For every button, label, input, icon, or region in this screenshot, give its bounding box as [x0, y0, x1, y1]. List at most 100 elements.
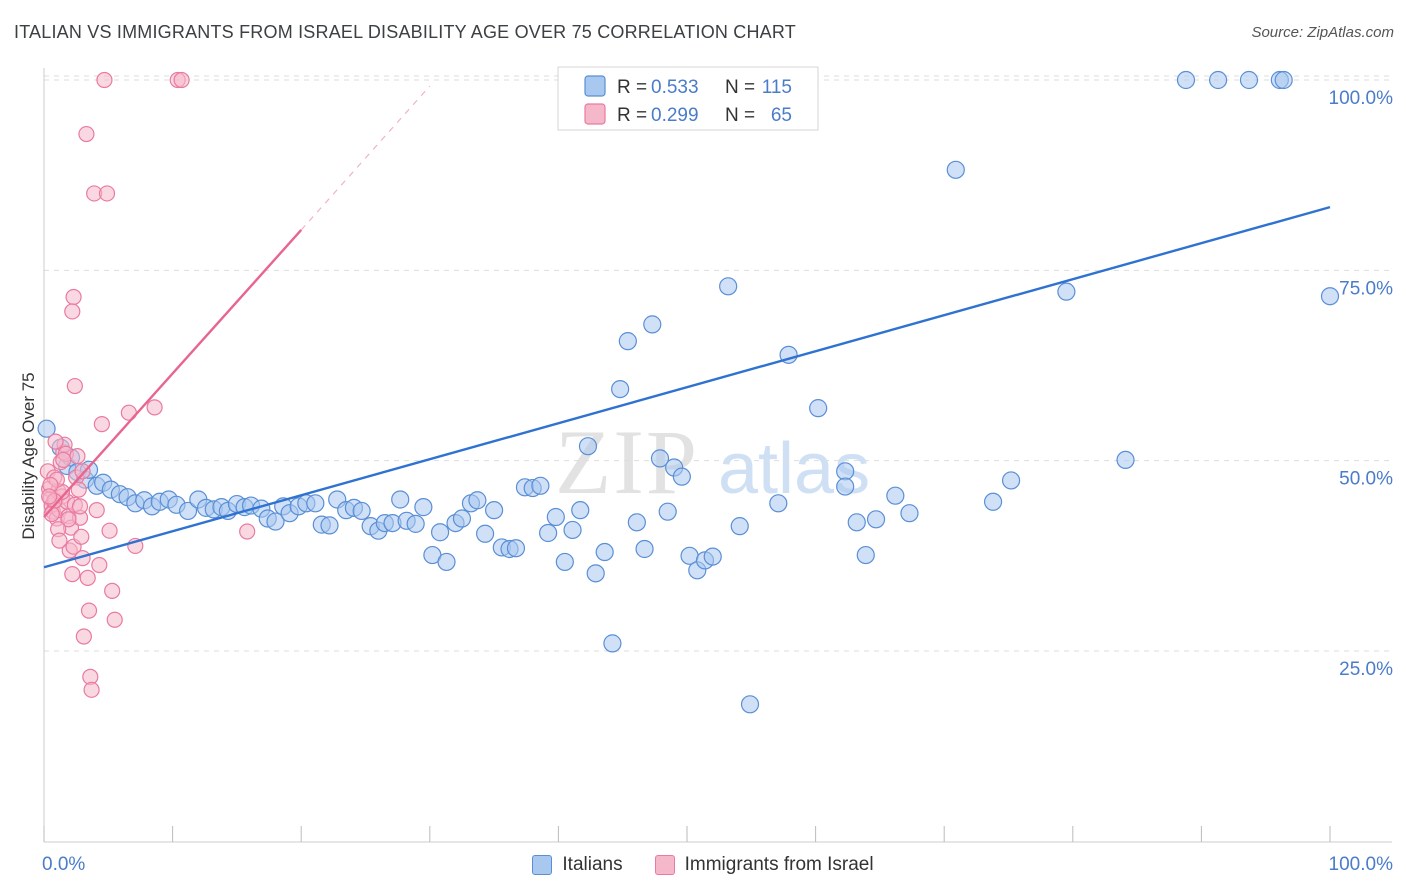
data-point-0-70	[586, 564, 605, 583]
data-point-0-40	[352, 501, 371, 521]
data-point-0-79	[658, 502, 677, 521]
data-point-0-87	[730, 517, 749, 536]
data-point-0-92	[836, 462, 855, 481]
data-point-1-29	[78, 125, 95, 143]
data-point-0-89	[769, 494, 788, 513]
data-point-0-74	[618, 332, 637, 351]
legend-swatch-blue	[532, 855, 553, 875]
data-point-0-48	[414, 498, 433, 517]
data-point-0-75	[627, 513, 646, 532]
data-point-0-63	[531, 476, 550, 495]
data-point-0-97	[886, 486, 905, 505]
data-point-0-71	[595, 542, 614, 562]
data-point-0-101	[1001, 471, 1021, 490]
stats-legend: R = 0.533 N = 115 R = 0.299 N = 65	[557, 66, 819, 131]
data-point-0-81	[672, 467, 691, 486]
data-point-0-47	[406, 514, 425, 533]
data-point-0-94	[847, 513, 866, 532]
legend-item-israel[interactable]: Immigrants from Israel	[654, 854, 874, 876]
data-point-0-76	[635, 539, 654, 559]
data-point-0-95	[856, 545, 875, 565]
data-point-0-93	[836, 477, 855, 496]
data-point-0-66	[555, 552, 574, 572]
stats-n-value-1: 65	[771, 105, 792, 126]
data-point-0-60	[506, 539, 526, 558]
data-point-1-36	[91, 556, 108, 574]
stats-r-value-0: 0.533	[651, 77, 699, 98]
stats-swatch-1	[584, 103, 606, 125]
data-point-1-49	[65, 288, 82, 306]
bottom-legend: Italians Immigrants from Israel	[0, 850, 1406, 880]
data-point-0-104	[1176, 70, 1196, 90]
data-point-0-103	[1116, 450, 1135, 470]
legend-label-italians: Italians	[562, 854, 623, 875]
data-point-1-26	[73, 528, 90, 545]
data-point-1-64	[41, 488, 58, 505]
data-point-1-59	[51, 532, 68, 549]
data-point-0-0	[37, 419, 56, 438]
y-tick-label-75: 75.0%	[1339, 278, 1393, 299]
data-point-1-37	[93, 416, 110, 433]
stats-r-label-0: R =	[617, 77, 647, 98]
data-point-0-91	[809, 399, 828, 418]
data-point-1-62	[43, 505, 60, 523]
data-point-1-33	[83, 681, 100, 698]
data-point-0-69	[578, 437, 598, 456]
y-tick-label-100: 100.0%	[1329, 88, 1394, 109]
data-point-0-67	[563, 520, 582, 540]
data-point-1-50	[64, 303, 81, 320]
data-point-1-42	[106, 611, 123, 628]
data-point-0-72	[603, 634, 622, 653]
data-point-1-51	[66, 377, 83, 395]
data-point-0-77	[643, 315, 662, 334]
data-point-1-31	[80, 602, 98, 619]
data-point-0-85	[703, 547, 722, 566]
data-point-0-65	[546, 507, 565, 527]
trend-line-1	[43, 229, 303, 518]
data-point-0-105	[1209, 70, 1228, 90]
data-point-1-54	[47, 433, 64, 450]
data-point-1-53	[55, 451, 72, 469]
data-point-0-57	[485, 501, 504, 520]
x-tick-label-min: 0.0%	[42, 854, 85, 875]
source-label: Source: ZipAtlas.com	[1251, 24, 1394, 41]
legend-item-italians[interactable]: Italians	[532, 854, 623, 876]
data-point-0-29	[266, 512, 285, 531]
series-0-points	[37, 70, 1340, 714]
data-point-0-99	[946, 160, 965, 179]
data-point-1-24	[70, 481, 87, 498]
data-point-0-96	[866, 510, 886, 529]
data-point-0-78	[650, 449, 670, 468]
data-point-0-36	[320, 516, 339, 535]
trend-line-0	[43, 205, 1331, 569]
y-tick-label-25: 25.0%	[1339, 659, 1393, 680]
data-point-1-45	[146, 399, 163, 416]
data-point-1-38	[96, 71, 113, 89]
stats-r-value-1: 0.299	[651, 105, 699, 126]
data-point-0-98	[900, 504, 919, 523]
data-point-1-30	[79, 569, 96, 587]
data-point-0-53	[452, 509, 472, 528]
data-point-0-18	[178, 501, 198, 521]
y-tick-label-50: 50.0%	[1339, 469, 1393, 490]
data-point-0-88	[740, 695, 760, 714]
data-point-0-34	[306, 494, 325, 513]
data-point-1-40	[101, 522, 118, 539]
data-point-1-23	[69, 447, 86, 465]
data-point-0-64	[539, 523, 558, 543]
data-point-0-56	[475, 524, 495, 543]
data-point-1-39	[98, 185, 116, 202]
series-1-points	[39, 71, 256, 698]
stats-n-label-1: N =	[725, 105, 755, 126]
stats-n-value-0: 115	[762, 77, 792, 98]
chart-title: ITALIAN VS IMMIGRANTS FROM ISRAEL DISABI…	[14, 22, 796, 42]
legend-swatch-pink	[654, 855, 675, 875]
data-point-0-106	[1239, 70, 1259, 90]
data-point-1-19	[64, 566, 81, 583]
data-point-0-100	[983, 492, 1003, 511]
data-point-1-35	[88, 502, 105, 519]
data-point-0-55	[468, 491, 487, 510]
data-point-1-52	[60, 511, 77, 528]
data-point-1-56	[74, 463, 91, 480]
